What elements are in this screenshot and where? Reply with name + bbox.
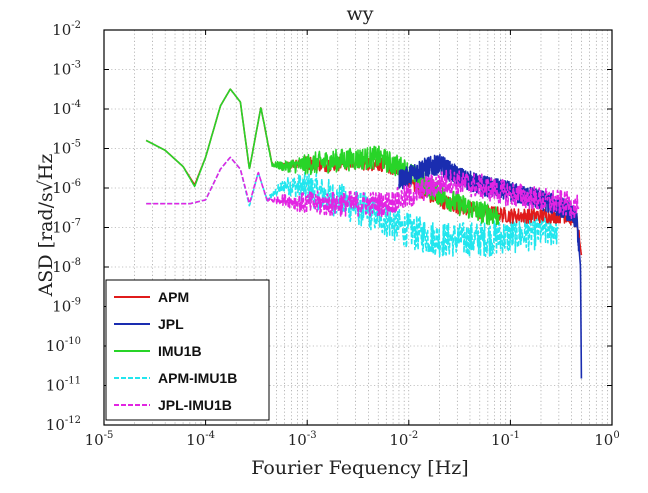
legend-label: JPL xyxy=(158,316,184,332)
series-line-jpl-imu1b xyxy=(145,156,580,220)
legend-label: APM-IMU1B xyxy=(158,370,237,386)
y-tick-label: 10-10 xyxy=(46,336,81,355)
y-tick-label: 10-6 xyxy=(52,178,81,197)
legend-label: IMU1B xyxy=(158,343,202,359)
x-tick-label: 10-4 xyxy=(186,430,215,449)
legend: APM JPL IMU1B APM-IMU1B JPL-IMU1B xyxy=(105,279,270,421)
legend-label: APM xyxy=(158,289,189,305)
y-tick-label: 10-2 xyxy=(52,20,81,39)
y-tick-label: 10-5 xyxy=(52,139,81,158)
grid-lines xyxy=(104,30,612,425)
chart-title: wy xyxy=(347,3,374,25)
y-tick-labels: 10-12 10-11 10-10 10-9 10-8 10-7 10-6 10-5 10-4 1… xyxy=(46,20,81,434)
series-line-imu1b xyxy=(145,88,501,226)
x-tick-label: 10-2 xyxy=(389,430,418,449)
y-tick-label: 10-8 xyxy=(52,257,81,276)
y-tick-label: 10-11 xyxy=(46,376,81,395)
y-tick-label: 10-3 xyxy=(52,60,81,79)
y-tick-label: 10-12 xyxy=(46,415,81,434)
x-axis-label: Fourier Fequency [Hz] xyxy=(251,457,468,479)
series-layer xyxy=(145,88,583,379)
x-tick-label: 10-1 xyxy=(491,430,520,449)
y-tick-label: 10-4 xyxy=(52,99,81,118)
y-tick-label: 10-7 xyxy=(52,218,81,237)
legend-label: JPL-IMU1B xyxy=(158,397,232,413)
y-axis-label: ASD [rad/s√Hz xyxy=(35,154,57,298)
y-tick-label: 10-9 xyxy=(52,297,81,316)
x-tick-label: 100 xyxy=(594,430,619,449)
x-tick-labels: 10-5 10-4 10-3 10-2 10-1 100 xyxy=(85,430,620,449)
x-tick-label: 10-5 xyxy=(85,430,114,449)
x-tick-label: 10-3 xyxy=(288,430,317,449)
